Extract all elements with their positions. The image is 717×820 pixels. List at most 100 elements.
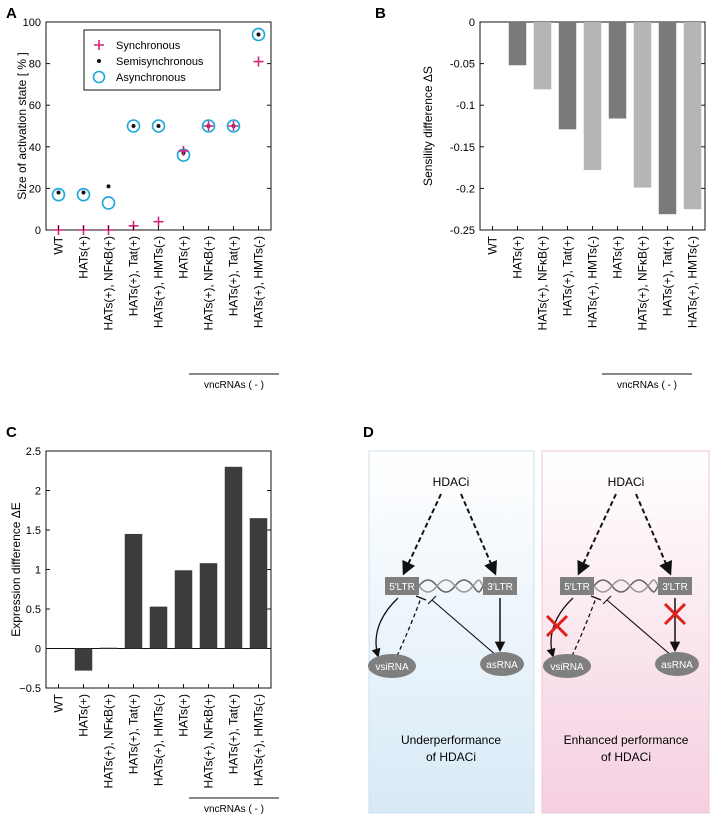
panel-label-a: A	[6, 5, 17, 22]
chart-c-bar	[124, 533, 143, 649]
diagram-d: HDACi 5'LTR 3'LTR vsiRNA asRNA Underperf…	[368, 450, 710, 814]
vnc-label-b: vncRNAs ( - )	[617, 380, 677, 391]
chart-b-bar	[658, 22, 677, 215]
left-helix-strand-2	[418, 579, 484, 593]
chart-a-category-label: HATs(+), NFκB(+)	[202, 236, 216, 330]
chart-b-ytick-label: -0.05	[450, 59, 475, 71]
left-hdaci-label: HDACi	[433, 475, 470, 489]
right-asrna-node	[655, 652, 699, 676]
right-arrow-5ltr-to-vsirna	[546, 597, 574, 658]
chart-a-category-label: HATs(+)	[77, 236, 91, 279]
chart-b-ytick-label: -0.15	[450, 142, 475, 154]
left-hdaci-arrow-to-5ltr	[402, 493, 442, 576]
chart-a-point-asynchronous	[76, 187, 91, 202]
chart-c-category-label: HATs(+)	[77, 694, 91, 737]
chart-b-bar	[583, 22, 602, 171]
chart-a-point-asynchronous	[201, 119, 216, 133]
left-arrow-5ltr-to-vsirna	[371, 597, 399, 658]
chart-b-category-label: HATs(+)	[611, 236, 625, 279]
right-cross-right	[663, 602, 687, 626]
chart-a-point-synchronous	[203, 121, 214, 131]
chart-c-bar	[199, 563, 218, 649]
right-3ltr-label: 3'LTR	[662, 582, 688, 593]
chart-c-category-label: HATs(+), HMTs(-)	[252, 694, 266, 786]
chart-a-point-synchronous	[178, 145, 189, 156]
chart-b-bar	[683, 22, 702, 210]
right-cross-left	[545, 614, 569, 638]
chart-c-category-label: HATs(+), Tat(+)	[127, 694, 141, 774]
chart-b-ytick-label: 0	[469, 17, 475, 29]
chart-a-point-synchronous	[153, 216, 164, 227]
chart-c-ytick-label: 2.5	[26, 446, 41, 458]
chart-a-ytick-label: 40	[29, 142, 41, 154]
chart-c-category-label: WT	[52, 693, 66, 712]
right-5ltr-box	[560, 577, 594, 595]
chart-a-ytick-label: 60	[29, 100, 41, 112]
chart-b-category-label: WT	[486, 235, 500, 254]
right-vsirna-label: vsiRNA	[550, 662, 584, 673]
diagram-left-box: HDACi 5'LTR 3'LTR vsiRNA asRNA Underperf…	[368, 450, 535, 814]
chart-c-ylabel: Expression difference ΔE	[9, 502, 23, 637]
chart-c-ytick-label: 0	[35, 644, 41, 656]
chart-c-expression-difference: −0.5 0 0.5 1 1.5 2 2.5 Expression difference ΔE…	[9, 446, 272, 788]
chart-a-legend-label: Synchronous	[116, 40, 181, 52]
left-asrna-node	[480, 652, 524, 676]
chart-a-category-label: HATs(+), NFκB(+)	[102, 236, 116, 330]
chart-a-legend-marker-synchronous	[94, 40, 104, 50]
chart-b-ylabel: Sensility difference ΔS	[421, 66, 435, 186]
chart-a-ytick-label: 100	[23, 17, 41, 29]
chart-b-category-label: HATs(+), Tat(+)	[661, 236, 675, 316]
chart-a-point-synchronous	[253, 56, 264, 67]
right-helix-strand-2	[593, 579, 659, 593]
chart-c-ytick-label: 0.5	[26, 604, 41, 616]
chart-b-category-label: HATs(+), Tat(+)	[561, 236, 575, 316]
right-inhibit-vsirna-dashed	[571, 597, 597, 657]
chart-a-category-label: HATs(+), Tat(+)	[227, 236, 241, 316]
chart-c-bar	[99, 647, 118, 649]
left-caption-line-2: of HDACi	[426, 750, 476, 764]
chart-a-point-asynchronous	[126, 119, 141, 133]
chart-a-point-semisynchronous	[156, 124, 161, 128]
right-inhibit-asrna-bar	[602, 595, 612, 605]
chart-c-bar	[74, 648, 93, 671]
right-hdaci-arrow-to-5ltr	[577, 493, 617, 576]
chart-a-legend-label: Asynchronous	[116, 72, 186, 84]
chart-a-ylabel: Size of activation state [ % ]	[15, 52, 29, 199]
chart-a-category-label: HATs(+), HMTs(-)	[152, 236, 166, 328]
chart-a-ytick-label: 20	[29, 183, 41, 195]
chart-b-category-label: HATs(+), HMTs(-)	[686, 236, 700, 328]
chart-b-bar	[508, 22, 527, 66]
vnc-label-a: vncRNAs ( - )	[204, 380, 264, 391]
right-caption-line-1: Enhanced performance	[564, 733, 689, 747]
chart-a-category-label: HATs(+)	[177, 236, 191, 279]
right-caption-line-2: of HDACi	[601, 750, 651, 764]
right-vsirna-node	[543, 654, 591, 678]
right-3ltr-box	[658, 577, 692, 595]
panel-label-d: D	[363, 424, 374, 441]
chart-a-legend-marker-asynchronous	[92, 70, 106, 84]
right-5ltr-label: 5'LTR	[564, 582, 590, 593]
left-vsirna-node	[368, 654, 416, 678]
chart-a-point-asynchronous	[101, 196, 116, 210]
left-5ltr-label: 5'LTR	[389, 582, 415, 593]
chart-a-point-semisynchronous	[256, 32, 261, 37]
left-hdaci-arrow-to-3ltr	[460, 493, 498, 576]
chart-a-point-semisynchronous	[131, 124, 136, 128]
chart-b-category-label: HATs(+), HMTs(-)	[586, 236, 600, 328]
chart-a-legend	[83, 29, 221, 91]
chart-b-bar	[608, 22, 627, 119]
chart-c-category-label: HATs(+), NFκB(+)	[202, 694, 216, 788]
left-box-background	[368, 450, 535, 814]
chart-b-category-label: HATs(+), NFκB(+)	[636, 236, 650, 330]
chart-b-bar	[558, 22, 577, 130]
chart-c-ytick-label: 2	[35, 486, 41, 498]
left-inhibit-asrna	[431, 599, 498, 657]
left-inhibit-asrna-bar	[427, 595, 437, 605]
chart-a-point-semisynchronous	[106, 184, 111, 189]
chart-c-bar	[249, 518, 268, 649]
chart-b-ytick-label: -0.2	[456, 183, 475, 195]
chart-a-point-semisynchronous	[81, 190, 86, 195]
chart-b-ytick-label: -0.1	[456, 100, 475, 112]
chart-c-ytick-label: −0.5	[19, 683, 41, 695]
chart-b-category-label: HATs(+)	[511, 236, 525, 279]
